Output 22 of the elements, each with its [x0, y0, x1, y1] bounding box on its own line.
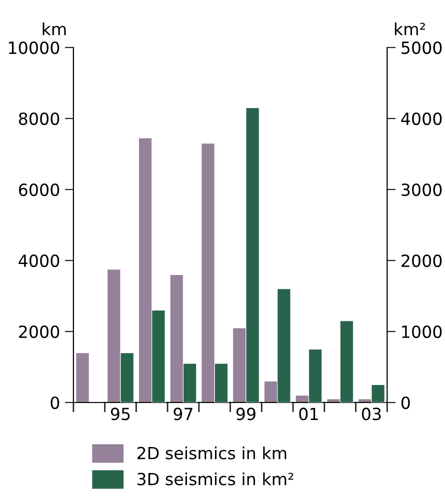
y-axis-title: km — [42, 22, 66, 36]
y-tick-label: 2000 — [19, 325, 60, 338]
x-tick-label: 01 — [299, 408, 318, 420]
y-tick-label: 0 — [50, 396, 60, 410]
x-tick-label: 97 — [174, 408, 192, 420]
y2-tick-label: 3000 — [402, 183, 442, 196]
y2-tick-label: 4000 — [401, 112, 442, 126]
y2-tick-label: 1000 — [402, 325, 442, 338]
x-tick-label: 95 — [110, 408, 130, 420]
y2-tick-label: 5000 — [402, 41, 442, 54]
y-tick-label: 10000 — [9, 41, 60, 54]
y2-tick-label: 2000 — [402, 254, 442, 268]
y-tick-label: 8000 — [18, 112, 60, 126]
y-tick-label: 6000 — [18, 183, 60, 196]
bar — [76, 352, 90, 402]
legend-label: 2D seismics in km — [137, 446, 286, 460]
legend-label: 3D seismics in km² — [137, 472, 294, 486]
x-tick-label: 99 — [236, 408, 256, 420]
y-tick-label: 4000 — [18, 254, 60, 268]
y2-tick-label: 0 — [401, 396, 410, 410]
x-tick-label: 03 — [362, 408, 381, 420]
y2-axis-title: km² — [394, 22, 425, 36]
